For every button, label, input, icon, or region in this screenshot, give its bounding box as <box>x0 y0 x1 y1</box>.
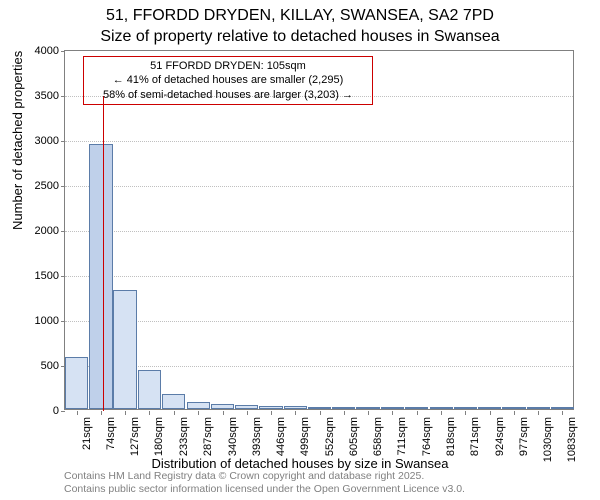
plot-area: 0500100015002000250030003500400021sqm74s… <box>64 50 574 410</box>
xtick-mark <box>198 411 199 415</box>
xtick-mark <box>417 411 418 415</box>
xtick-mark <box>125 411 126 415</box>
histogram-bar <box>454 407 477 409</box>
xtick-label: 127sqm <box>129 417 141 456</box>
ytick-label: 1500 <box>19 270 59 282</box>
xtick-label: 658sqm <box>372 417 384 456</box>
footer-attribution: Contains HM Land Registry data © Crown c… <box>64 470 465 496</box>
gridline <box>65 276 573 277</box>
annotation-line3: 58% of semi-detached houses are larger (… <box>88 88 368 102</box>
xtick-label: 818sqm <box>445 417 457 456</box>
annotation-line1: 51 FFORDD DRYDEN: 105sqm <box>88 59 368 73</box>
ytick-label: 3000 <box>19 135 59 147</box>
ytick-label: 0 <box>19 405 59 417</box>
xtick-mark <box>441 411 442 415</box>
histogram-bar <box>430 407 453 409</box>
histogram-bar <box>502 407 525 409</box>
xtick-label: 446sqm <box>275 417 287 456</box>
xtick-label: 977sqm <box>518 417 530 456</box>
ytick-label: 4000 <box>19 45 59 57</box>
xtick-mark <box>465 411 466 415</box>
ytick-mark <box>61 411 65 412</box>
histogram-bar <box>284 406 307 409</box>
xtick-label: 764sqm <box>421 417 433 456</box>
ytick-mark <box>61 231 65 232</box>
footer-line2: Contains public sector information licen… <box>64 483 465 496</box>
xtick-mark <box>295 411 296 415</box>
xtick-mark <box>320 411 321 415</box>
xtick-mark <box>77 411 78 415</box>
xtick-mark <box>514 411 515 415</box>
histogram-bar <box>381 407 404 409</box>
gridline <box>65 231 573 232</box>
xtick-label: 74sqm <box>105 417 117 450</box>
histogram-bar <box>113 290 136 409</box>
histogram-bar <box>162 394 185 409</box>
xtick-label: 340sqm <box>227 417 239 456</box>
annotation-box: 51 FFORDD DRYDEN: 105sqm← 41% of detache… <box>83 56 373 105</box>
xtick-mark <box>344 411 345 415</box>
histogram-bar <box>89 144 112 410</box>
ytick-label: 3500 <box>19 90 59 102</box>
gridline <box>65 366 573 367</box>
histogram-bar <box>308 407 331 409</box>
xtick-label: 871sqm <box>469 417 481 456</box>
histogram-bar <box>478 407 501 409</box>
histogram-bar <box>527 407 550 409</box>
histogram-bar <box>356 407 379 409</box>
ytick-mark <box>61 276 65 277</box>
xtick-mark <box>562 411 563 415</box>
xtick-label: 21sqm <box>81 417 93 450</box>
xtick-label: 499sqm <box>299 417 311 456</box>
marker-line <box>103 96 104 411</box>
xtick-label: 552sqm <box>324 417 336 456</box>
xtick-label: 180sqm <box>153 417 165 456</box>
histogram-bar <box>259 406 282 409</box>
ytick-label: 2000 <box>19 225 59 237</box>
xtick-label: 924sqm <box>494 417 506 456</box>
chart-area: 0500100015002000250030003500400021sqm74s… <box>64 50 574 410</box>
xtick-mark <box>101 411 102 415</box>
footer-line1: Contains HM Land Registry data © Crown c… <box>64 470 465 483</box>
xtick-mark <box>392 411 393 415</box>
histogram-bar <box>138 370 161 409</box>
histogram-bar <box>405 407 428 409</box>
histogram-bar <box>65 357 88 409</box>
histogram-bar <box>187 402 210 409</box>
histogram-bar <box>551 407 574 409</box>
ytick-label: 500 <box>19 360 59 372</box>
chart-title: 51, FFORDD DRYDEN, KILLAY, SWANSEA, SA2 … <box>0 0 600 48</box>
xtick-mark <box>149 411 150 415</box>
xtick-mark <box>490 411 491 415</box>
title-line2: Size of property relative to detached ho… <box>0 27 600 48</box>
title-line1: 51, FFORDD DRYDEN, KILLAY, SWANSEA, SA2 … <box>0 6 600 27</box>
xtick-label: 287sqm <box>202 417 214 456</box>
gridline <box>65 321 573 322</box>
annotation-line2: ← 41% of detached houses are smaller (2,… <box>88 73 368 87</box>
xtick-label: 393sqm <box>251 417 263 456</box>
gridline <box>65 186 573 187</box>
ytick-label: 1000 <box>19 315 59 327</box>
histogram-bar <box>332 407 355 409</box>
ytick-mark <box>61 186 65 187</box>
xtick-mark <box>247 411 248 415</box>
ytick-mark <box>61 51 65 52</box>
xtick-label: 711sqm <box>396 417 408 455</box>
xtick-mark <box>538 411 539 415</box>
xtick-mark <box>271 411 272 415</box>
xtick-mark <box>368 411 369 415</box>
x-axis-label: Distribution of detached houses by size … <box>0 456 600 471</box>
ytick-label: 2500 <box>19 180 59 192</box>
ytick-mark <box>61 141 65 142</box>
histogram-bar <box>211 404 234 409</box>
xtick-mark <box>174 411 175 415</box>
ytick-mark <box>61 96 65 97</box>
xtick-label: 605sqm <box>348 417 360 456</box>
gridline <box>65 141 573 142</box>
xtick-label: 233sqm <box>178 417 190 456</box>
ytick-mark <box>61 321 65 322</box>
xtick-mark <box>223 411 224 415</box>
histogram-bar <box>235 405 258 409</box>
